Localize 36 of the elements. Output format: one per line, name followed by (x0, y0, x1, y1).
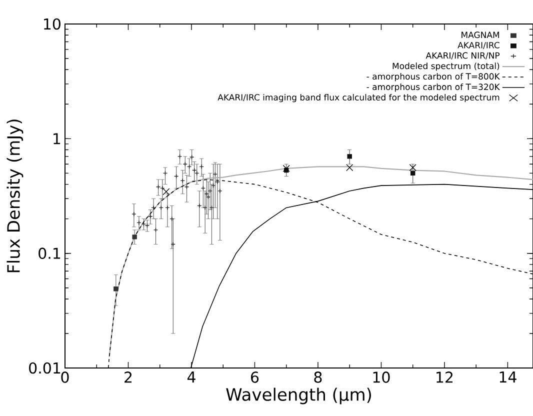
y-axis-title: Flux Density (mJy) (6, 120, 24, 272)
y-tick-label: 0.01 (29, 362, 60, 374)
point (151, 205, 156, 210)
x-tick-label: 10 (373, 372, 390, 383)
point (177, 154, 182, 159)
legend-label: AKARI/IRC (458, 42, 500, 50)
legend-label: AKARI/IRC imaging band flux calculated for the modeled spectrum (218, 94, 500, 102)
legend-label: Modeled spectrum (total) (392, 62, 500, 71)
legend-label: - amorphous carbon of T=320K (366, 83, 500, 92)
x-axis-title: Wavelength (µm) (226, 388, 371, 404)
x-tick-label: 8 (314, 372, 322, 383)
point (132, 212, 136, 216)
point (347, 154, 352, 159)
point (215, 180, 220, 184)
legend-label: - amorphous carbon of T=800K (366, 73, 500, 82)
point (132, 234, 137, 240)
legend-label: MAGNAM (462, 32, 500, 38)
x-tick-label: 12 (436, 372, 453, 383)
y-tick-label: 1 (54, 133, 60, 144)
point (136, 220, 142, 226)
x-tick-label: 14 (500, 372, 516, 382)
x-tick-label: 6 (251, 372, 259, 383)
point (144, 223, 150, 228)
x-tick-label: 4 (187, 372, 196, 382)
point (410, 170, 416, 176)
point (114, 286, 118, 292)
point (218, 188, 222, 194)
point (208, 188, 212, 194)
x-tick-label: 2 (124, 372, 132, 383)
point (153, 228, 158, 232)
point (165, 205, 170, 210)
legend-label: AKARI/IRC NIR/NP (426, 52, 500, 60)
y-tick-label: 0.1 (38, 248, 60, 260)
point (206, 194, 211, 200)
y-tick-label: 10 (44, 18, 60, 30)
x-tick-label: 0 (61, 372, 69, 383)
